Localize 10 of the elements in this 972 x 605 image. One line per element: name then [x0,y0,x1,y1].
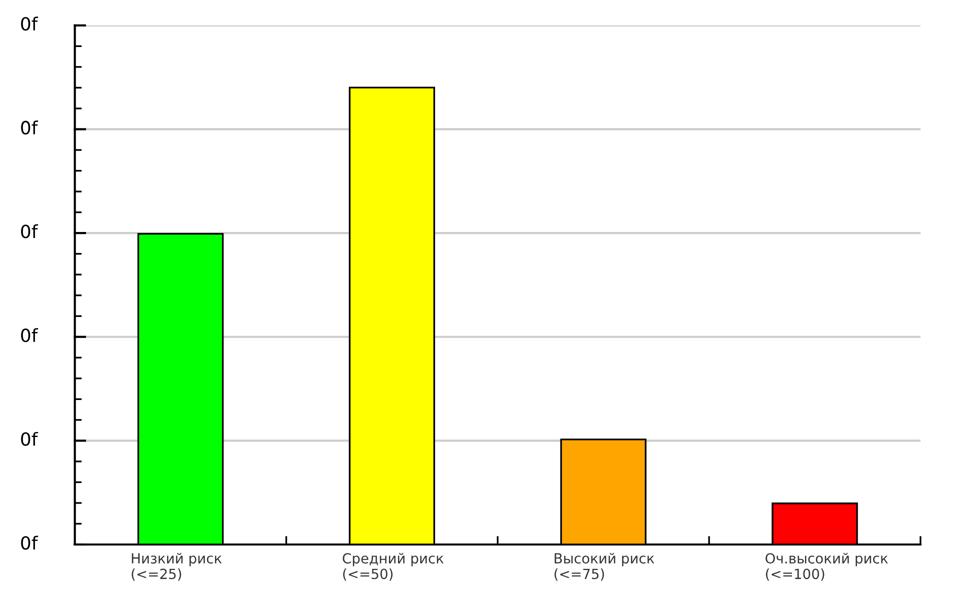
text: 0f [21,16,38,31]
text: 0f [21,328,38,342]
x-tick-label: Низкий риск (<=25) [132,552,222,581]
text: 0f [21,120,38,134]
text: 0f [21,224,38,238]
text: 0f [21,536,38,550]
x-tick-label: Средний риск (<=50) [342,552,444,581]
x-tick-label: Высокий риск (<=75) [554,552,654,581]
x-tick-label: Оч.высокий риск (<=100) [766,552,888,581]
text: 0f [21,432,38,446]
